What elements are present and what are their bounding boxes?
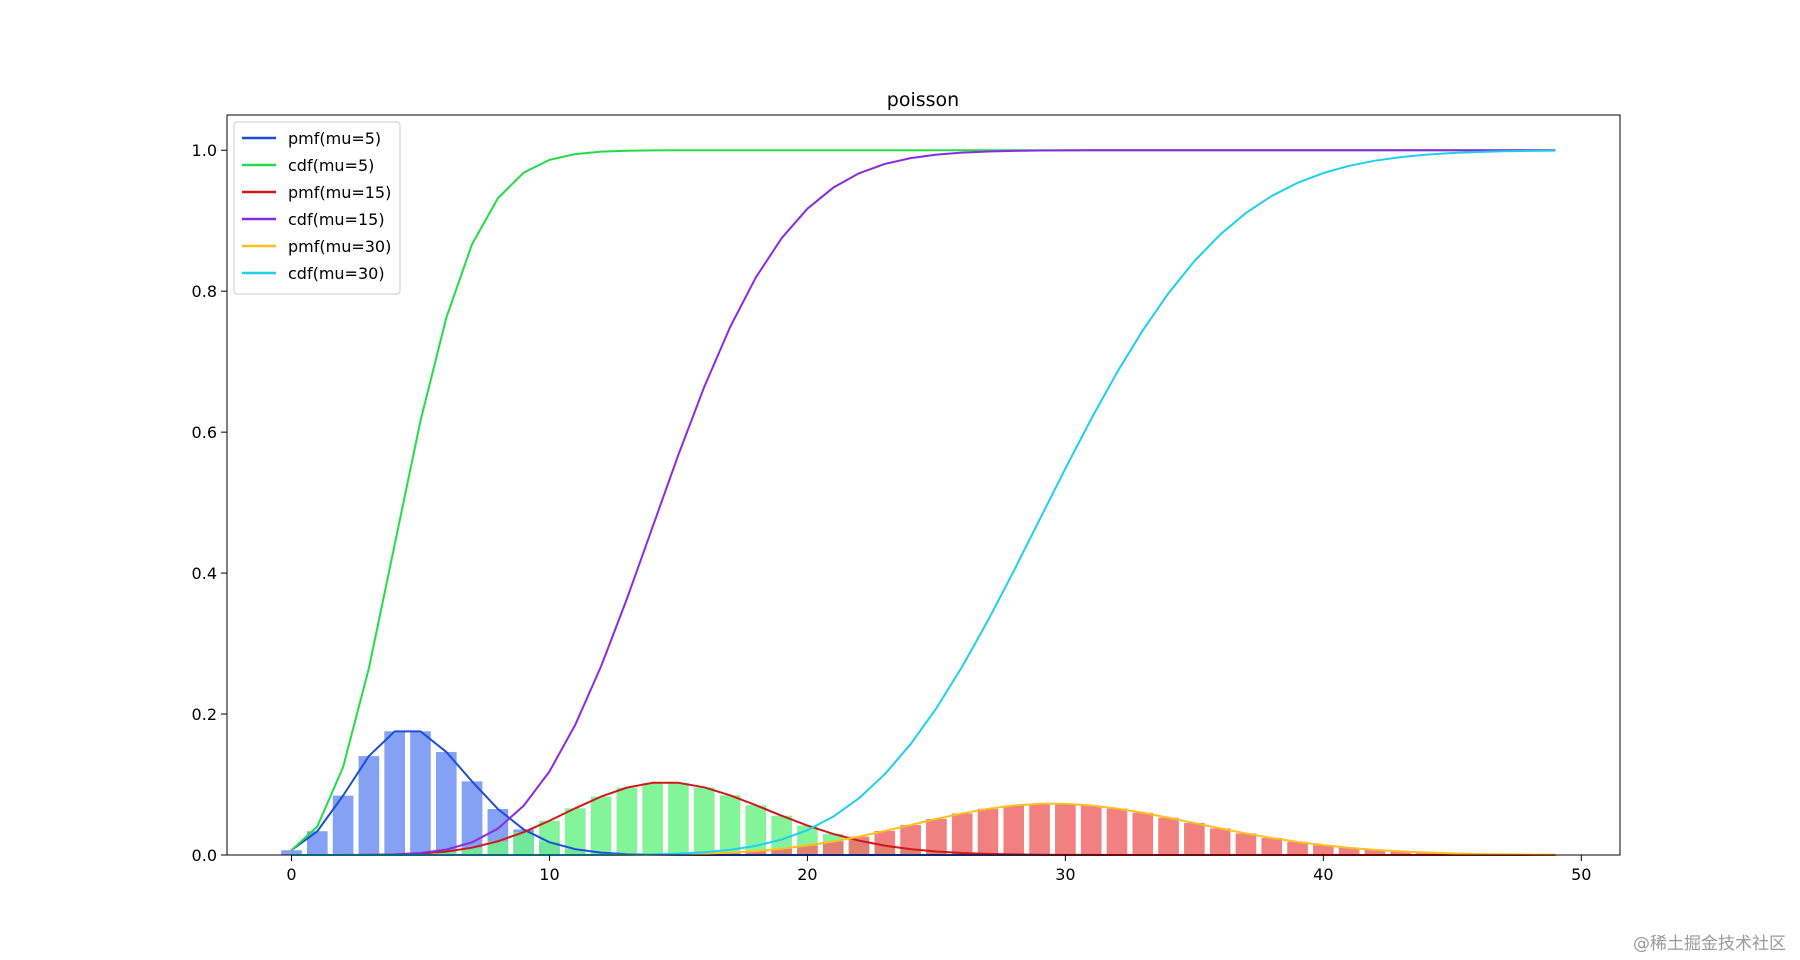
x-tick-label: 30 <box>1055 865 1075 884</box>
x-tick-label: 50 <box>1571 865 1591 884</box>
legend-entry: pmf(mu=5) <box>288 129 381 148</box>
x-tick-label: 10 <box>539 865 559 884</box>
bar-mu15-k11 <box>564 808 586 855</box>
bar-mu30-k18 <box>745 851 767 855</box>
y-tick-label: 0.6 <box>192 423 217 442</box>
y-tick-label: 0.2 <box>192 705 217 724</box>
legend-entry: pmf(mu=30) <box>288 237 391 256</box>
bar-mu15-k19 <box>771 815 792 855</box>
bar-mu30-k31 <box>1080 805 1102 855</box>
plot-frame <box>226 114 1621 856</box>
y-tick-label: 1.0 <box>192 141 217 160</box>
bar-mu15-k18 <box>745 805 767 855</box>
chart-title: poisson <box>887 89 959 111</box>
bar-mu30-k38 <box>1261 837 1283 855</box>
bar-mu15-k13 <box>616 787 638 855</box>
legend-entry: cdf(mu=5) <box>288 156 374 175</box>
bar-mu15-k9 <box>513 832 534 855</box>
bar-mu5-k0 <box>281 850 302 855</box>
series-line-cdf-mu5 <box>290 149 1556 851</box>
bar-mu30-k40 <box>1313 845 1334 855</box>
watermark: @稀土掘金技术社区 <box>1633 934 1786 954</box>
bar-mu5-k1 <box>306 831 328 855</box>
bar-mu30-k21 <box>822 841 844 855</box>
legend: pmf(mu=5) cdf(mu=5) pmf(mu=15) cdf(mu=15) pm… <box>233 121 401 295</box>
lines-layer <box>290 149 1556 856</box>
bar-mu30-k19 <box>771 848 792 855</box>
bar-mu30-k26 <box>951 813 973 855</box>
bar-mu15-k10 <box>539 820 560 855</box>
bar-mu30-k33 <box>1132 812 1154 855</box>
bar-mu30-k36 <box>1209 828 1231 855</box>
bar-mu30-k17 <box>719 852 741 855</box>
bar-mu30-k25 <box>926 818 947 855</box>
bar-mu30-k28 <box>1003 805 1025 855</box>
legend-entry: cdf(mu=15) <box>288 210 385 229</box>
bar-mu30-k27 <box>977 808 999 855</box>
bar-mu30-k39 <box>1287 841 1308 855</box>
x-tick-label: 20 <box>797 865 817 884</box>
bar-mu30-k43 <box>1390 851 1412 855</box>
bar-mu5-k5 <box>410 731 431 855</box>
bar-mu15-k7 <box>461 847 483 855</box>
bar-mu30-k41 <box>1338 847 1360 855</box>
bar-mu15-k6 <box>435 851 457 855</box>
bar-mu5-k2 <box>332 795 354 855</box>
bar-mu15-k17 <box>719 795 741 855</box>
bar-mu15-k8 <box>487 841 509 855</box>
x-tick-label: 40 <box>1313 865 1333 884</box>
bar-mu30-k34 <box>1158 817 1179 855</box>
bar-mu30-k32 <box>1106 808 1128 855</box>
bar-mu5-k4 <box>384 731 405 855</box>
y-tick-label: 0.4 <box>192 564 217 583</box>
bars-layer <box>281 731 1541 855</box>
legend-entry: cdf(mu=30) <box>288 264 385 283</box>
bar-mu5-k3 <box>358 756 380 855</box>
y-tick-label: 0.0 <box>192 846 217 865</box>
bar-mu15-k15 <box>668 782 689 855</box>
bar-mu30-k44 <box>1416 852 1437 855</box>
bar-mu30-k29 <box>1029 803 1050 855</box>
bar-mu15-k12 <box>590 796 612 855</box>
x-axis: 0 10 20 30 40 50 <box>286 855 1591 884</box>
bar-mu15-k14 <box>642 782 663 855</box>
y-tick-label: 0.8 <box>192 282 217 301</box>
x-tick-label: 0 <box>286 865 296 884</box>
bar-mu5-k6 <box>435 751 457 855</box>
bar-mu30-k35 <box>1184 823 1205 855</box>
bar-mu30-k30 <box>1055 803 1076 855</box>
series-line-cdf-mu30 <box>291 149 1556 856</box>
bar-mu30-k23 <box>874 830 896 855</box>
series-line-cdf-mu15 <box>291 149 1556 856</box>
legend-entry: pmf(mu=15) <box>288 183 391 202</box>
bar-mu5-k7 <box>461 781 483 855</box>
bar-mu30-k20 <box>797 845 818 855</box>
y-axis: 0.0 0.2 0.4 0.6 0.8 1.0 <box>192 141 227 865</box>
bar-mu30-k42 <box>1364 849 1386 855</box>
bar-mu15-k16 <box>693 787 715 855</box>
bar-mu30-k37 <box>1235 833 1257 855</box>
